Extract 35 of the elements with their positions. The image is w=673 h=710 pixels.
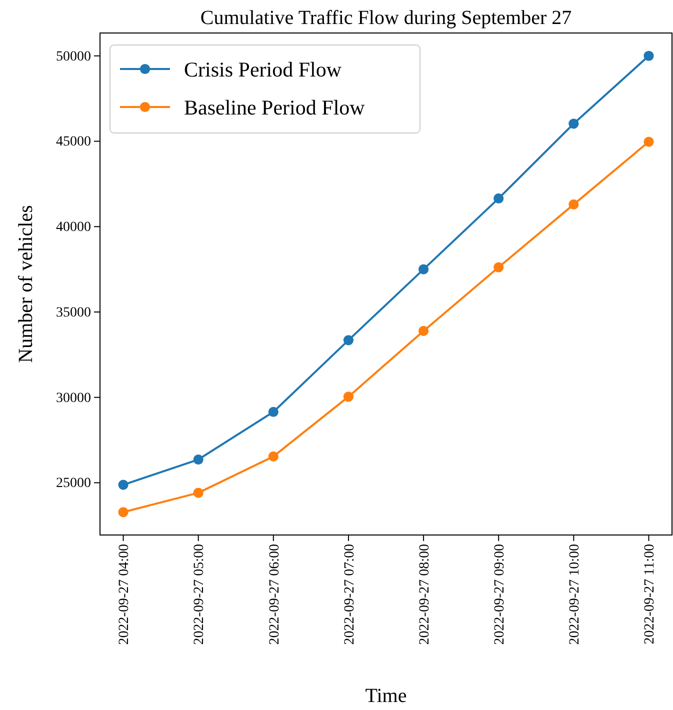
point [343, 392, 354, 402]
point [118, 480, 128, 490]
x-tick-label: 2022-09-27 07:00 [342, 544, 358, 645]
y-tick-label: 30000 [56, 390, 91, 406]
x-tick-label: 2022-09-27 08:00 [417, 544, 432, 645]
x-tick-label: 2022-09-27 06:00 [267, 544, 282, 645]
x-tick-label: 2022-09-27 05:00 [192, 544, 208, 645]
point [268, 451, 278, 462]
point [494, 262, 504, 272]
x-tick-label: 2022-09-27 10:00 [568, 544, 583, 645]
point [494, 193, 504, 204]
point [418, 264, 429, 274]
x-tick-label: 2022-09-27 09:00 [492, 544, 508, 645]
y-tick-label: 25000 [56, 476, 91, 492]
point [268, 406, 278, 417]
legend-label: Baseline Period Flow [184, 95, 366, 120]
point [118, 507, 128, 518]
chart-title: Cumulative Traffic Flow during September 27 [200, 7, 572, 29]
y-tick-label: 45000 [56, 134, 91, 150]
point [644, 136, 654, 147]
point [193, 454, 204, 465]
point [568, 199, 579, 210]
point [418, 326, 429, 336]
y-tick-label: 35000 [56, 305, 91, 320]
point [644, 50, 654, 61]
y-axis-title: Number of vehicles [15, 204, 37, 363]
point [568, 118, 579, 129]
x-tick-label: 2022-09-27 04:00 [117, 544, 132, 645]
point [343, 335, 354, 346]
x-axis-title: Time [365, 685, 407, 707]
point [193, 488, 204, 498]
y-tick-label: 50000 [56, 49, 91, 64]
x-tick-label: 2022-09-27 11:00 [642, 544, 658, 644]
legend-label: Crisis Period Flow [184, 57, 342, 82]
y-tick-label: 40000 [56, 220, 91, 236]
